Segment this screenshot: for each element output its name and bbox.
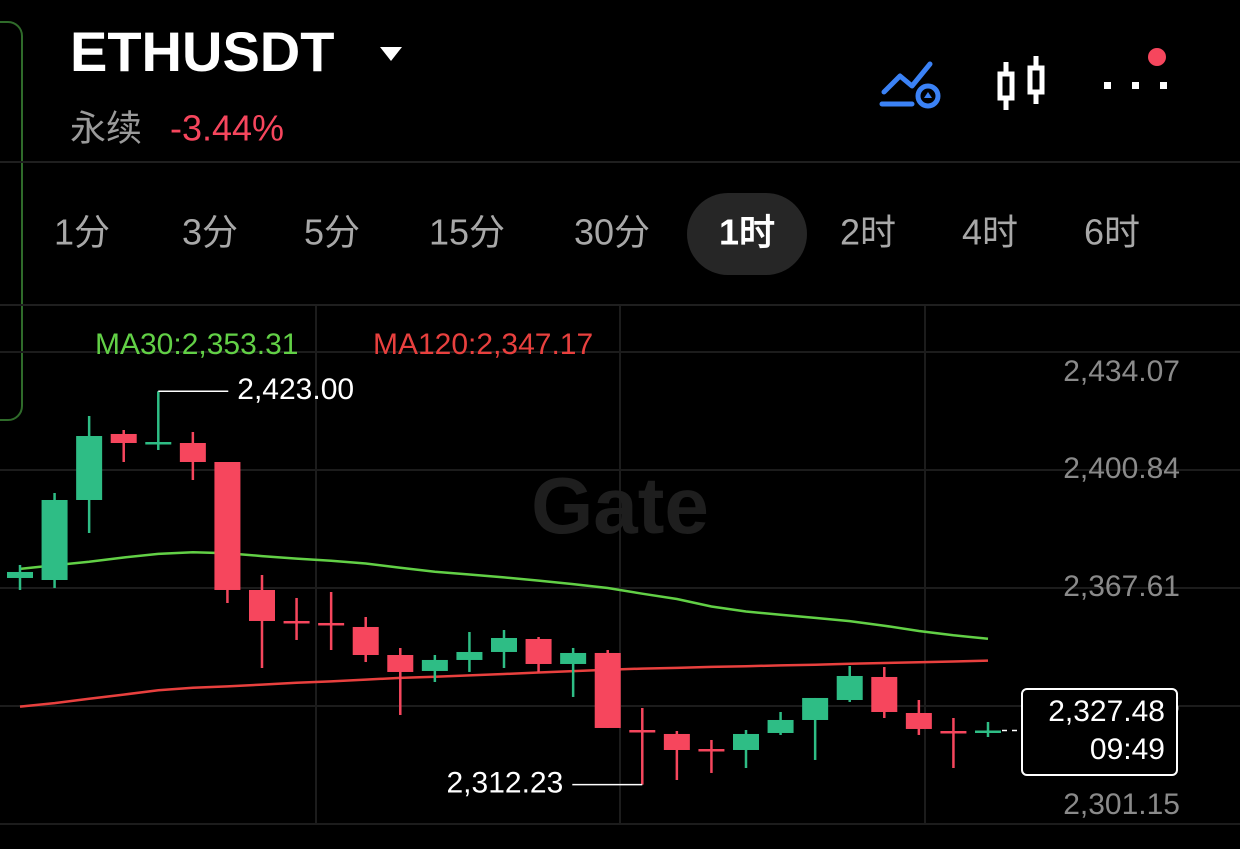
candle-body bbox=[110, 433, 137, 444]
selected-tab bbox=[687, 193, 807, 275]
last-price: 2,327.48 bbox=[1048, 695, 1165, 728]
candle-body bbox=[491, 637, 517, 652]
candle-body bbox=[283, 620, 310, 624]
y-tick-label: 2,434.07 bbox=[1063, 355, 1180, 388]
notification-dot bbox=[1148, 48, 1166, 66]
contract-type: 永续 bbox=[70, 108, 142, 149]
candle-body bbox=[214, 462, 241, 590]
more-icon[interactable] bbox=[1104, 82, 1167, 89]
ma-line bbox=[19, 659, 989, 708]
indicator-icon-arrow bbox=[924, 92, 932, 98]
candle-body bbox=[663, 733, 690, 750]
candle-body bbox=[698, 749, 725, 752]
candle-body bbox=[975, 730, 1001, 733]
candle-body bbox=[836, 675, 863, 700]
last-price-box[interactable] bbox=[1021, 688, 1178, 776]
interval-tab[interactable]: 30分 bbox=[574, 212, 650, 253]
interval-tab[interactable]: 1分 bbox=[54, 212, 110, 253]
candle-body bbox=[387, 655, 414, 672]
interval-tab[interactable]: 1时 bbox=[719, 212, 775, 253]
side-panel-edge bbox=[0, 21, 23, 421]
candle-body bbox=[456, 651, 483, 660]
symbol[interactable]: ETHUSDT bbox=[70, 20, 334, 83]
indicator-icon[interactable] bbox=[879, 61, 941, 109]
interval-tab[interactable]: 3分 bbox=[182, 212, 238, 253]
countdown: 09:49 bbox=[1090, 733, 1165, 766]
legend-entry: MA120:2,347.17 bbox=[373, 328, 593, 361]
candle-body bbox=[940, 730, 967, 734]
candle-icon[interactable] bbox=[997, 56, 1045, 110]
interval-tab[interactable]: 4时 bbox=[962, 212, 1018, 253]
candle-body bbox=[733, 733, 759, 750]
interval-tab[interactable]: 6时 bbox=[1084, 212, 1140, 253]
ma-line bbox=[19, 550, 989, 641]
candle-body bbox=[905, 712, 932, 729]
candle-body bbox=[7, 571, 33, 578]
legend-entry: MA30:2,353.31 bbox=[95, 328, 298, 361]
candle-body bbox=[525, 638, 552, 664]
candle-body bbox=[145, 442, 172, 445]
candle-body bbox=[629, 730, 656, 733]
interval-tabs: 1分 3分 5分 15分 30分 1时 2时 4时 6时 bbox=[54, 193, 1140, 275]
interval-tab[interactable]: 5分 bbox=[304, 212, 360, 253]
candle-body bbox=[179, 443, 206, 463]
candle-body bbox=[421, 659, 448, 671]
candle-body bbox=[871, 676, 898, 712]
price-change: -3.44% bbox=[170, 108, 284, 149]
candle-body bbox=[76, 436, 103, 500]
candle-body bbox=[318, 622, 345, 626]
candlestick-chart: Gate 2,434.072,400.842,367.612,334.382,3… bbox=[0, 306, 1240, 825]
annotation-label: 2,312.23 bbox=[447, 767, 564, 800]
candle-body bbox=[594, 652, 621, 728]
candle-body bbox=[802, 697, 829, 720]
candle-body bbox=[767, 719, 794, 733]
y-tick-label: 2,367.61 bbox=[1063, 570, 1180, 603]
y-tick-label: 2,400.84 bbox=[1063, 452, 1180, 485]
candle-body bbox=[352, 626, 379, 656]
candle-body bbox=[41, 499, 68, 581]
candle-body bbox=[560, 652, 587, 664]
interval-tab[interactable]: 15分 bbox=[429, 212, 505, 253]
dropdown-arrow[interactable] bbox=[380, 47, 402, 61]
watermark: Gate bbox=[531, 461, 709, 550]
interval-tab[interactable]: 2时 bbox=[840, 212, 896, 253]
y-tick-label: 2,301.15 bbox=[1063, 788, 1180, 821]
candle-body bbox=[249, 589, 275, 621]
annotation-label: 2,423.00 bbox=[237, 373, 354, 406]
